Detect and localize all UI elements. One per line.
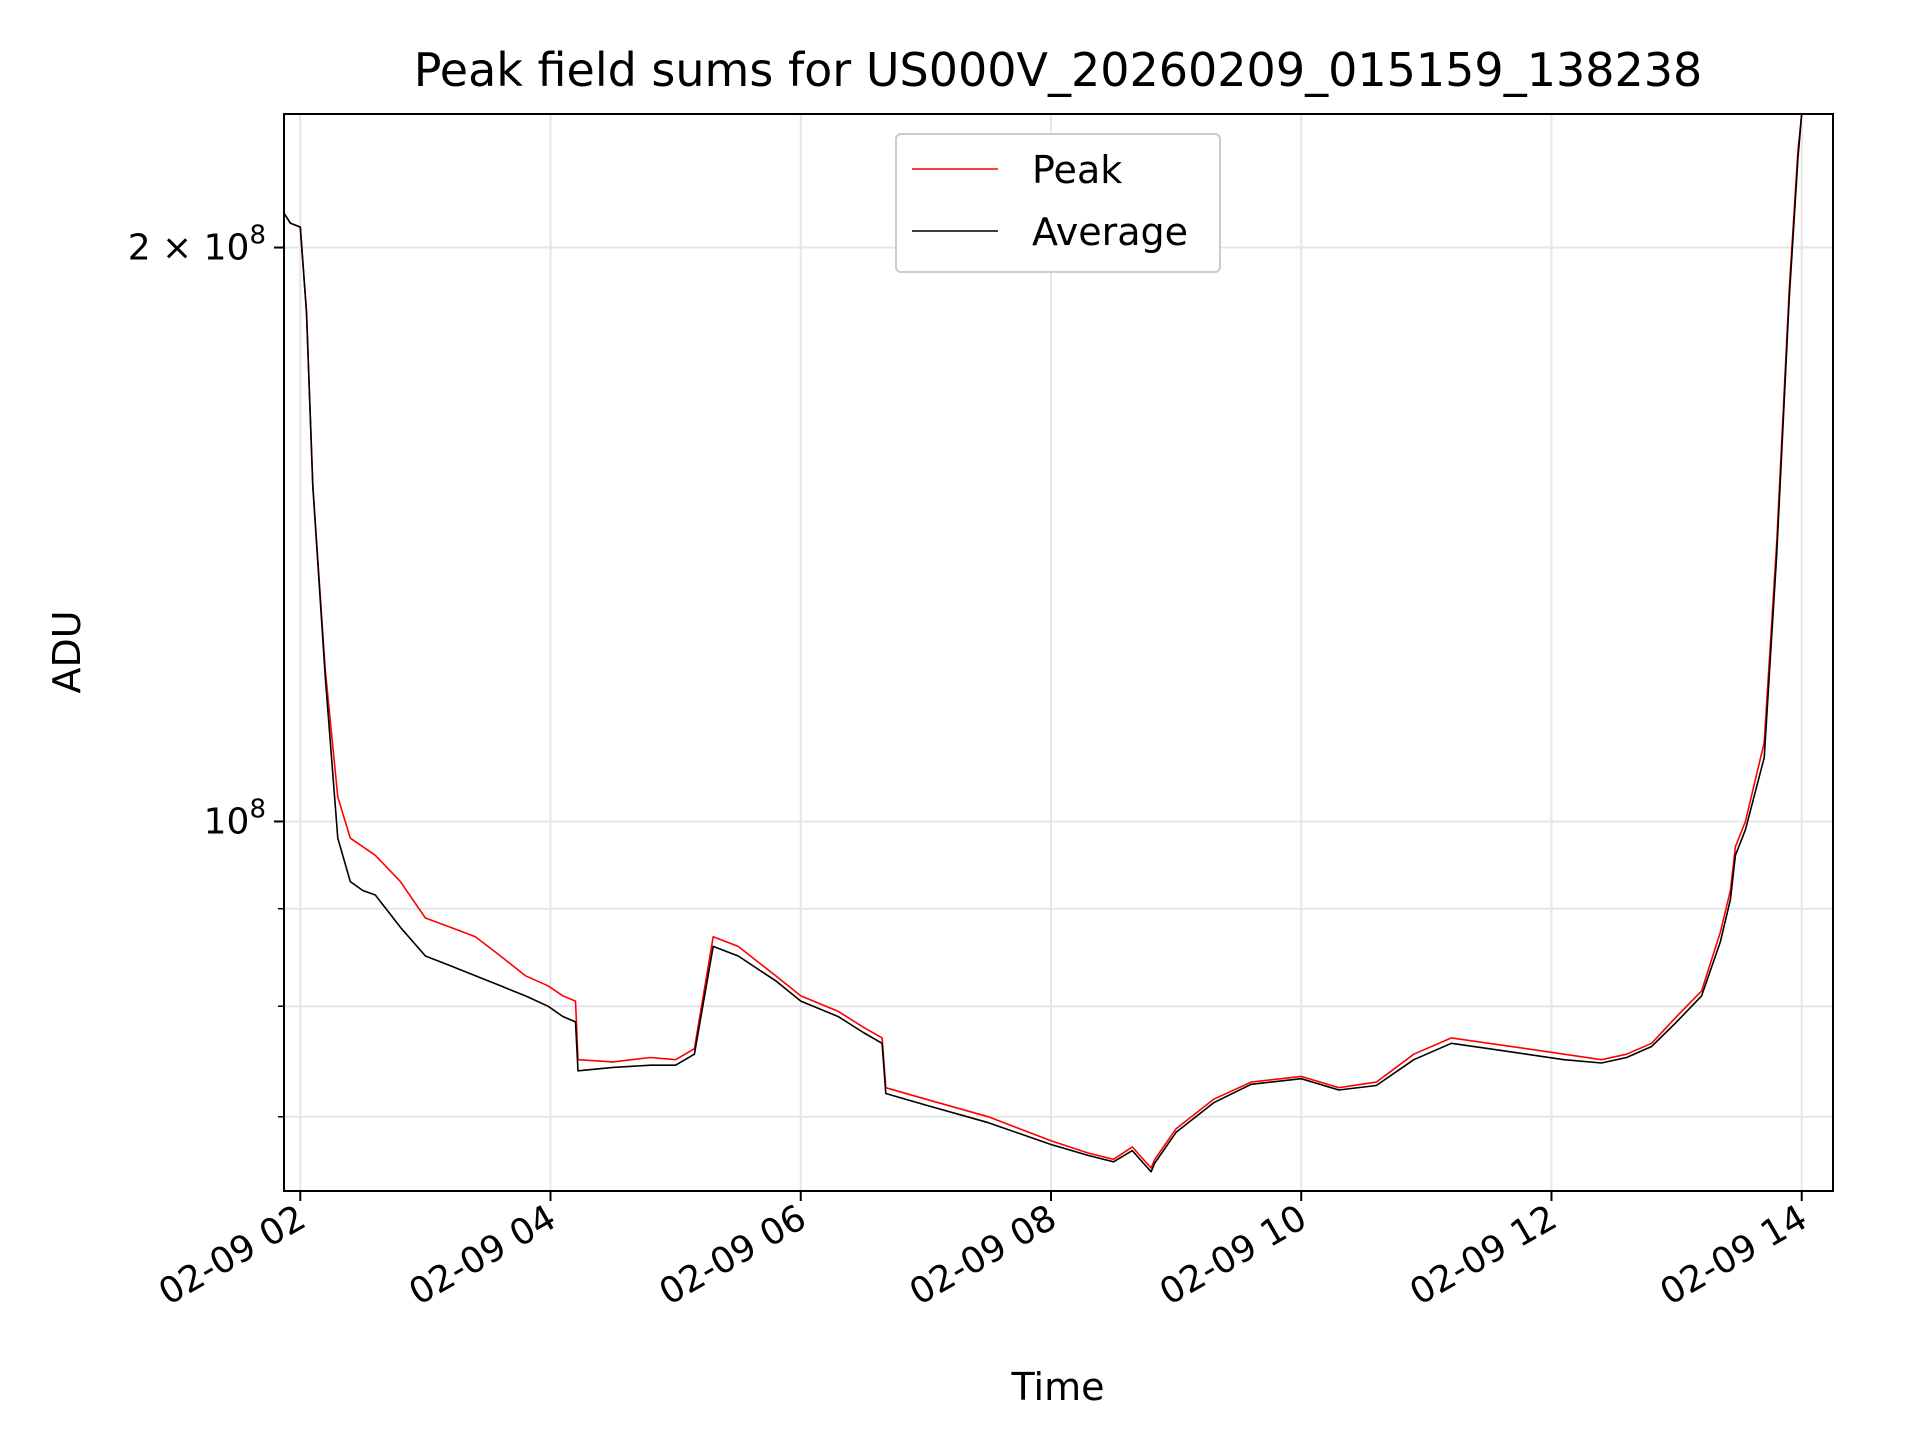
legend-peak-label: Peak: [1032, 148, 1122, 192]
y-tick-label: 2 × 108: [128, 221, 266, 269]
series-line-average: [284, 114, 1803, 1173]
legend: Peak Average: [895, 133, 1221, 273]
y-axis-label: ADU: [45, 610, 89, 693]
grid-layer: [284, 114, 1833, 1191]
chart-title: Peak field sums for US000V_20260209_0151…: [414, 43, 1703, 97]
legend-average-label: Average: [1032, 210, 1188, 254]
y-tick-label: 108: [204, 794, 266, 842]
series-line-peak: [284, 114, 1803, 1169]
plot-frame: [283, 113, 1834, 1192]
x-axis-label: Time: [1011, 1365, 1105, 1409]
series-layer: [284, 114, 1803, 1173]
